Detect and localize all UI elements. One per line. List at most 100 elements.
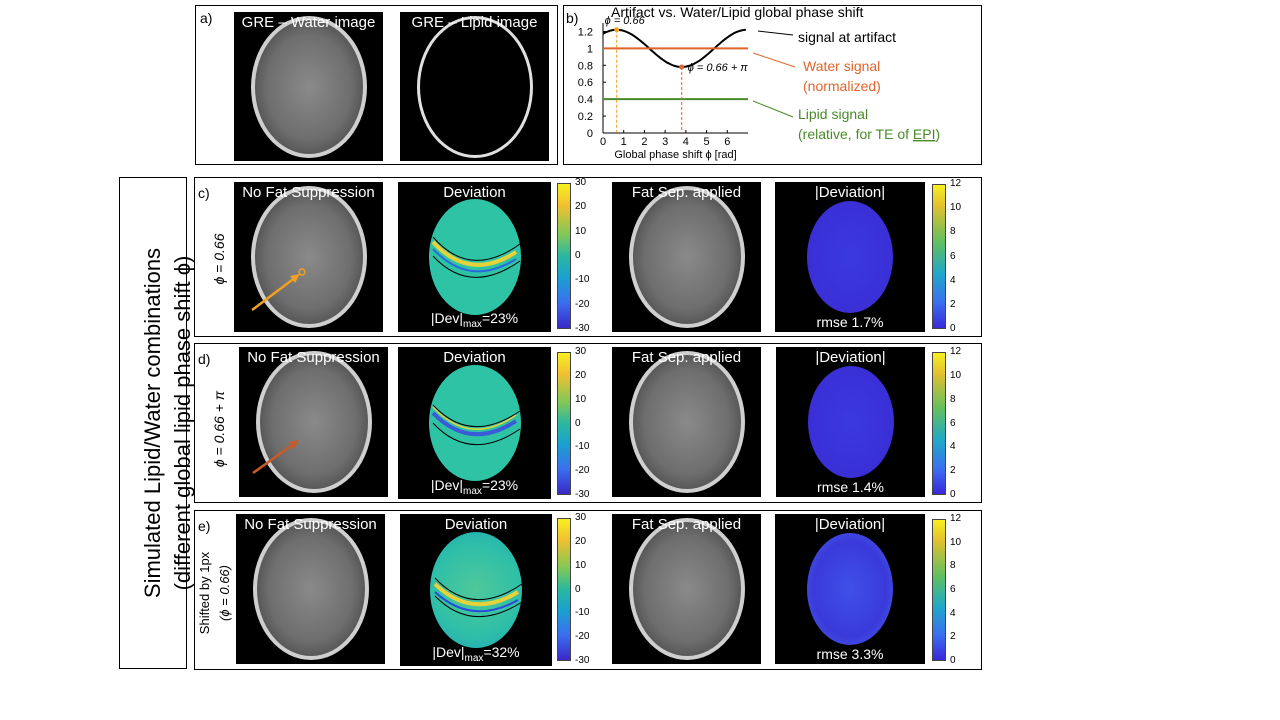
colorbar-tick-label: -30	[575, 655, 590, 666]
dev-max-text: |Dev|	[430, 477, 464, 494]
row-e-fat-sep-image: Fat Sep. applied	[612, 514, 761, 664]
deviation-map	[430, 532, 522, 648]
panel-d-label: d)	[198, 351, 211, 367]
x-tick-label: 5	[704, 136, 710, 148]
colorbar-tick-label: 20	[575, 201, 587, 213]
brain-scan	[628, 518, 745, 660]
abs-deviation-map	[807, 533, 893, 645]
x-axis-label: Global phase shift ϕ [rad]	[614, 149, 736, 161]
lipid-image-title: GRE – Lipid image	[411, 14, 538, 31]
row-e-phi-label-2: (ϕ = 0.66)	[217, 565, 232, 622]
marker-label-1: ϕ = 0.66	[605, 15, 646, 27]
row-d-abs-colorbar	[932, 352, 946, 495]
colorbar-tick-label: -20	[575, 298, 590, 310]
arrow-annotation	[251, 268, 306, 311]
colorbar-tick-label: 20	[575, 535, 587, 547]
row-e-no-fat-image: No Fat Suppression	[236, 514, 385, 664]
row-e-fat-sep-title: Fat Sep. applied	[631, 516, 742, 533]
abs-deviation-map	[807, 201, 893, 313]
legend-connector	[757, 30, 794, 36]
y-tick-label: 0.6	[578, 77, 593, 89]
dev-max-sub: max	[463, 486, 482, 497]
x-tick-label: 0	[600, 136, 606, 148]
panel-c-label: c)	[198, 185, 210, 201]
row-d-abs-dev-image: |Deviation| rmse 1.4%	[776, 347, 925, 497]
colorbar-tick-label: 0	[950, 323, 956, 334]
artifact-band	[431, 236, 521, 278]
row-e-abs-colorbar	[932, 519, 946, 661]
row-c-fat-sep-title: Fat Sep. applied	[631, 184, 742, 201]
y-tick-label: 1.2	[578, 26, 593, 38]
row-e-phi-label-1: Shifted by 1px	[197, 551, 212, 635]
panel-a-label: a)	[200, 10, 213, 26]
chart-title: Artifact vs. Water/Lipid global phase sh…	[611, 5, 863, 20]
brain-scan	[255, 351, 372, 493]
artifact-band	[431, 404, 521, 446]
row-e-no-fat-title: No Fat Suppression	[244, 516, 377, 533]
row-d-no-fat-title: No Fat Suppression	[247, 349, 380, 366]
colorbar-tick-label: 0	[575, 417, 581, 429]
legend-lipid-1: Lipid signal	[798, 106, 868, 122]
legend-lipid-2: (relative, for TE of EPI)	[798, 126, 940, 142]
y-tick-label: 0.2	[578, 111, 593, 123]
row-e-deviation-image: Deviation |Dev|max=32%	[400, 514, 552, 666]
side-label-line1: Simulated Lipid/Water combinations	[140, 247, 165, 599]
panel-c	[194, 177, 982, 337]
colorbar-tick-label: 0	[575, 250, 581, 261]
colorbar-tick-label: 12	[950, 346, 962, 357]
row-c-fat-sep-image: Fat Sep. applied	[612, 182, 761, 332]
colorbar-tick-label: 10	[575, 225, 587, 237]
dev-max-value: =23%	[481, 477, 519, 494]
water-image-title: GRE – Water image	[241, 14, 376, 31]
colorbar-tick-label: 10	[575, 559, 587, 571]
panel-d	[194, 343, 982, 503]
marker-point	[614, 27, 620, 33]
marker-label-2: ϕ = 0.66 + π	[688, 62, 749, 74]
colorbar-tick-label: 12	[950, 178, 962, 189]
side-label-box	[119, 177, 187, 669]
colorbar-tick-label: 4	[950, 441, 956, 453]
colorbar-tick-label: 6	[950, 250, 956, 262]
y-tick-label: 0.8	[578, 60, 593, 72]
x-tick-label: 6	[724, 136, 730, 148]
colorbar-tick-label: 10	[575, 393, 587, 405]
colorbar-tick-label: 10	[950, 202, 962, 214]
colorbar-tick-label: 30	[575, 512, 587, 523]
dev-max-sub: max	[463, 319, 482, 330]
row-c-dev-colorbar	[557, 183, 571, 329]
row-d-phi-label: ϕ = 0.66 + π	[211, 390, 227, 468]
colorbar-tick-label: 20	[575, 369, 587, 381]
row-c-no-fat-title: No Fat Suppression	[242, 184, 375, 201]
dev-max-value: =32%	[483, 644, 520, 661]
colorbar-tick-label: 0	[950, 489, 956, 500]
row-c-abs-colorbar	[932, 184, 946, 329]
colorbar-tick-label: 8	[950, 393, 956, 405]
legend-water-2: (normalized)	[803, 78, 881, 94]
row-e-deviation-title: Deviation	[444, 516, 508, 533]
colorbar-tick-label: 4	[950, 607, 956, 619]
x-tick-label: 2	[641, 136, 647, 148]
colorbar-tick-label: 6	[950, 584, 956, 595]
y-tick-label: 0	[587, 128, 593, 140]
lipid-image: GRE – Lipid image	[400, 12, 549, 161]
row-c-abs-dev-image: |Deviation| rmse 1.7%	[775, 182, 925, 332]
y-tick-label: 1	[587, 43, 593, 55]
row-c-rmse: rmse 1.7%	[816, 314, 884, 330]
colorbar-tick-label: 2	[950, 298, 956, 310]
row-c-abs-dev-title: |Deviation|	[814, 184, 886, 201]
colorbar-tick-label: 10	[950, 536, 962, 548]
colorbar-tick-label: -20	[575, 631, 590, 643]
row-d-deviation-title: Deviation	[443, 349, 506, 366]
legend-water-1: Water signal	[803, 58, 880, 74]
row-d-rmse: rmse 1.4%	[817, 479, 884, 495]
panel-b-label: b)	[566, 10, 579, 26]
brain-scan	[252, 518, 369, 660]
colorbar-tick-label: 10	[950, 369, 962, 381]
colorbar-tick-label: 4	[950, 274, 956, 286]
row-e-dev-colorbar	[557, 518, 571, 661]
brain-scan	[628, 351, 745, 493]
colorbar-tick-label: 2	[950, 465, 956, 477]
dev-max-value: =23%	[481, 310, 519, 327]
row-c-deviation-title: Deviation	[443, 184, 506, 201]
colorbar-tick-label: -10	[575, 274, 590, 286]
